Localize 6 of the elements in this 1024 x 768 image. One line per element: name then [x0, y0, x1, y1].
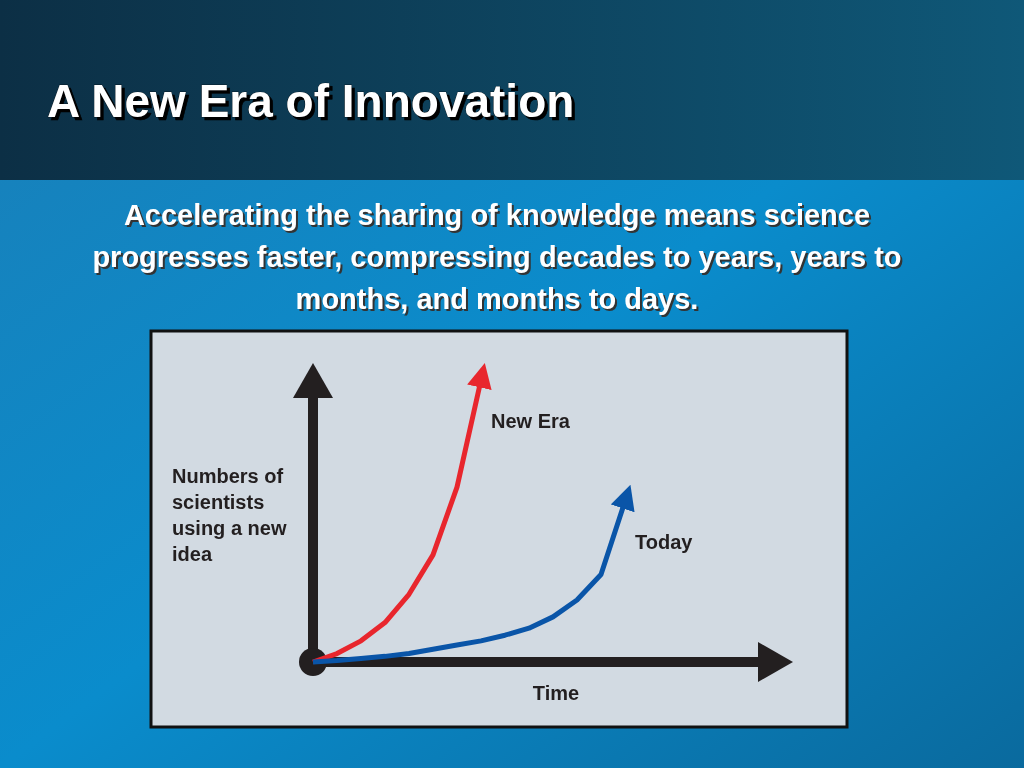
series-label: Today: [635, 531, 694, 554]
chart-subtitle: Accelerating the sharing of knowledge means science progresses faster, compressing decades to years, years to months, and months to days.: [92, 199, 902, 315]
series-label: New Era: [491, 410, 571, 432]
y-axis-title: Numbers of scientists using a new idea: [172, 465, 287, 565]
x-axis-title: Time: [532, 682, 580, 704]
chart-title: A New Era of Innovation: [47, 75, 575, 127]
